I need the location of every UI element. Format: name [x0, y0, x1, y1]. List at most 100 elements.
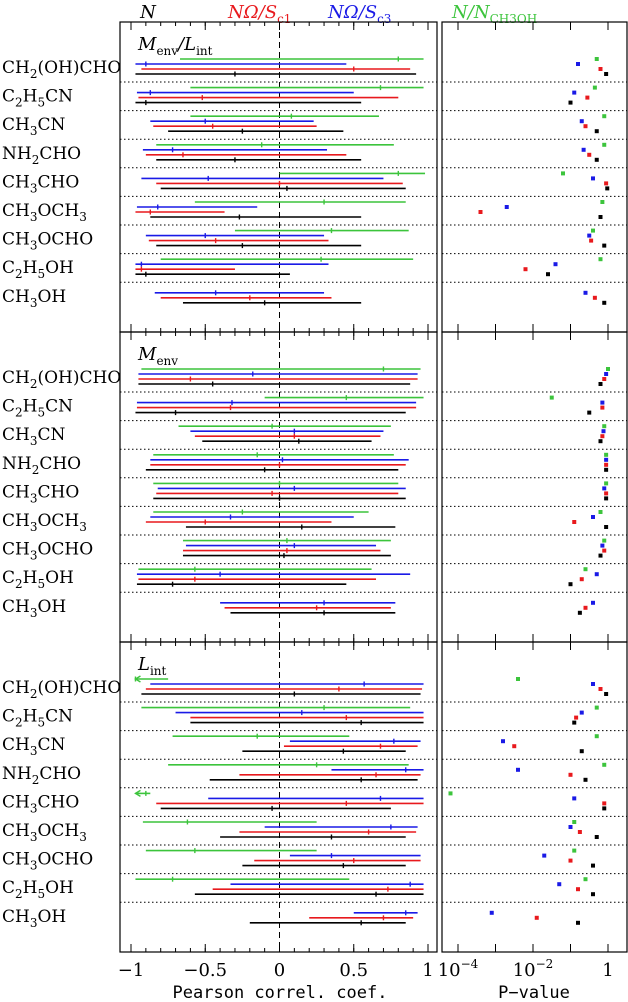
pvalue-point-black — [583, 777, 588, 782]
pvalue-point-red — [585, 95, 590, 100]
pvalue-point-green — [572, 820, 577, 824]
arrow-green — [134, 675, 141, 683]
arrow-green — [134, 789, 141, 798]
pvalue-point-red — [604, 491, 609, 496]
row-NH2CHO: NH2CHO — [2, 452, 628, 479]
row-C2H5OH: C2H5OH — [2, 566, 628, 593]
molecule-label: CH2(OH)CHO — [2, 58, 121, 81]
pvalue-point-red — [523, 267, 528, 272]
molecule-label: NH2CHO — [2, 454, 81, 477]
molecule-label: NH2CHO — [2, 144, 81, 167]
molecule-label: CH3CHO — [2, 792, 79, 815]
pvalue-point-blue — [576, 62, 580, 66]
pvalue-point-green — [598, 510, 603, 514]
pvalue-point-blue — [591, 176, 595, 181]
pvalue-point-blue — [568, 825, 573, 829]
molecule-label: CH3CHO — [2, 172, 79, 195]
pvalue-point-black — [604, 72, 609, 76]
pvalue-point-black — [568, 100, 573, 105]
row-CH3CN: CH3CN — [2, 113, 628, 140]
pvalue-point-red — [583, 124, 588, 129]
molecule-label: CH3OCHO — [2, 850, 93, 873]
pvalue-point-blue — [542, 853, 547, 858]
molecule-label: CH3OCHO — [2, 230, 93, 253]
left-tick-label: 0.5 — [339, 960, 368, 981]
pvalue-point-black — [605, 186, 610, 191]
pvalue-point-green — [600, 200, 605, 204]
pvalue-point-black — [572, 720, 577, 725]
pvalue-point-black — [594, 157, 599, 162]
molecule-label: CH3OCH3 — [2, 511, 87, 534]
pvalue-point-green — [516, 677, 520, 681]
panels: Menv/Lint CH2(OH)CHO C2H5CN CH3CN NH2CHO CH3C… — [2, 21, 628, 953]
molecule-label: CH3OCH3 — [2, 821, 87, 844]
pvalue-point-blue — [557, 882, 562, 887]
molecule-label: C2H5OH — [2, 568, 74, 591]
panel-title: Lint — [137, 654, 167, 678]
pvalue-point-black — [598, 553, 603, 558]
panel-0: Menv/Lint CH2(OH)CHO C2H5CN CH3CN NH2CHO CH3C… — [2, 21, 628, 333]
pvalue-point-green — [598, 257, 603, 262]
row-CH2(OH)CHO: CH2(OH)CHO — [2, 366, 628, 393]
pvalue-point-black — [577, 610, 582, 615]
row-CH3OCH3: CH3OCH3 — [2, 509, 628, 536]
panel-1: Menv CH2(OH)CHO C2H5CN CH3CN NH2CHO CH3CHO CH3… — [2, 331, 628, 643]
row-CH3OCHO: CH3OCHO — [2, 228, 628, 255]
pvalue-point-blue — [604, 372, 609, 376]
pvalue-point-black — [594, 129, 599, 134]
pvalue-point-black — [546, 272, 550, 277]
pvalue-point-blue — [591, 600, 595, 605]
pvalue-point-red — [583, 605, 588, 610]
pvalue-point-green — [594, 705, 599, 710]
pvalue-point-blue — [594, 572, 599, 577]
row-CH3OH: CH3OH — [2, 287, 607, 310]
pvalue-point-green — [592, 85, 597, 90]
pvalue-point-red — [568, 772, 573, 777]
right-x-axis-label: P−value — [498, 983, 570, 1002]
row-C2H5CN: C2H5CN — [2, 85, 628, 112]
pvalue-point-blue — [516, 767, 520, 772]
pvalue-point-green — [448, 791, 453, 796]
pvalue-point-red — [579, 577, 584, 582]
row-C2H5OH: C2H5OH — [2, 256, 628, 283]
pvalue-point-red — [598, 67, 603, 71]
pvalue-point-black — [594, 835, 599, 839]
pvalue-point-green — [583, 877, 588, 882]
right-tick-label: 10−4 — [438, 957, 479, 981]
pvalue-point-blue — [591, 682, 595, 686]
pvalue-point-red — [602, 548, 607, 553]
pvalue-point-black — [591, 892, 595, 897]
row-CH3OCHO: CH3OCHO — [2, 538, 628, 565]
legend-entry-0: N — [139, 2, 157, 23]
pvalue-point-blue — [604, 457, 609, 462]
pvalue-point-green — [583, 567, 588, 572]
left-tick-label: −0.5 — [183, 960, 227, 981]
molecule-label: NH2CHO — [2, 764, 81, 787]
pvalue-point-green — [561, 171, 565, 176]
pvalue-point-black — [602, 806, 607, 811]
pvalue-point-green — [602, 114, 607, 119]
pvalue-point-red — [592, 295, 597, 300]
row-C2H5CN: C2H5CN — [2, 395, 628, 422]
right-panel-frame — [441, 641, 628, 953]
right-tick-label: 10−2 — [513, 957, 554, 981]
pvalue-point-blue — [572, 90, 577, 95]
pvalue-point-red — [602, 377, 607, 381]
pvalue-point-blue — [581, 147, 586, 152]
pvalue-point-green — [606, 367, 610, 371]
pvalue-point-black — [604, 692, 609, 696]
pvalue-point-blue — [600, 400, 605, 405]
pvalue-point-black — [602, 243, 607, 248]
pvalue-point-green — [572, 848, 577, 853]
pvalue-point-green — [594, 734, 599, 739]
row-CH3CHO: CH3CHO — [2, 789, 628, 817]
pvalue-point-blue — [602, 486, 607, 491]
row-C2H5CN: C2H5CN — [2, 705, 628, 732]
pvalue-point-blue — [504, 205, 509, 209]
pvalue-point-green — [602, 538, 607, 543]
molecule-label: CH3OCHO — [2, 540, 93, 563]
row-C2H5OH: C2H5OH — [2, 876, 628, 903]
pvalue-point-blue — [601, 429, 606, 434]
molecule-label: CH2(OH)CHO — [2, 368, 121, 391]
pvalue-point-black — [576, 920, 580, 925]
